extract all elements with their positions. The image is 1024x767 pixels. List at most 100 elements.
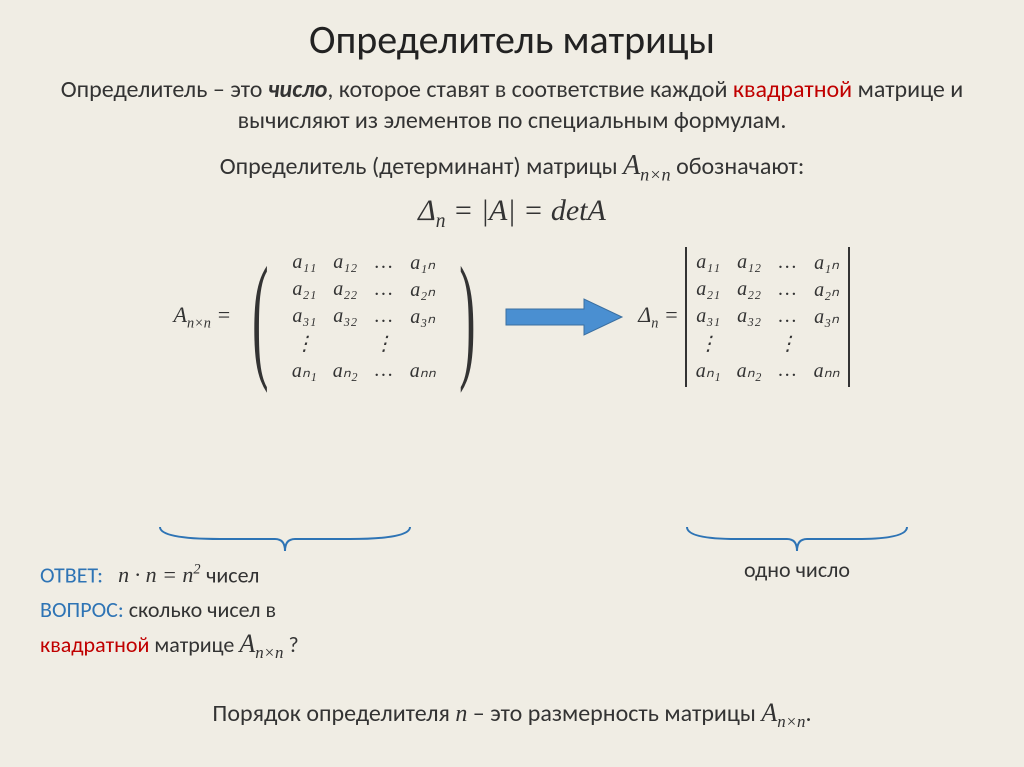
bl-a: Порядок определителя [212,699,455,728]
question-label: ВОПРОС: [40,596,124,623]
arrow-icon [504,297,624,337]
mc: ⋮ [770,330,806,357]
ans-sup: 2 [193,562,200,578]
qA: A [239,629,255,658]
mc: a₂ₙ [402,276,444,303]
bl-b: – это размерность матрицы [467,699,761,728]
notation-line: Определитель (детерминант) матрицы An×n … [40,150,984,186]
formula-delta: Δ [418,194,436,227]
notation-A-sub: n×n [640,165,670,185]
qmark: ? [288,631,298,658]
mc: a₂ₙ [806,276,848,303]
bl-A: An×n [761,698,805,727]
mc: aₙ₂ [729,357,770,384]
intro-bold: число [268,75,328,104]
q-red: квадратной [40,631,149,658]
notation-prefix: Определитель (детерминант) матрицы [220,152,623,181]
mc: a₂₂ [325,276,366,303]
right-bar-icon [848,247,851,387]
left-paren-icon: ( [252,252,268,382]
mc: a₁ₙ [402,249,444,276]
bl-n: n [455,701,467,727]
qa-block: ОТВЕТ: n · n = n2 чисел ВОПРОС: сколько … [40,556,480,665]
right-paren-icon: ) [459,252,475,382]
mc [806,330,848,357]
answer-math: n · n = n2 [118,562,206,587]
mc: a₁₁ [284,249,325,276]
answer-label: ОТВЕТ: [40,561,103,588]
q-b: матрице [149,631,239,658]
notation-A-sym: A [623,150,640,181]
mc: a₁₂ [325,249,366,276]
ans-b: чисел [206,561,259,588]
ml-Asub: n×n [187,315,211,331]
matrix-right-block: Δn = a₁₁a₁₂…a₁ₙ a₂₁a₂₂…a₂ₙ a₃₁a₃₂…a₃ₙ ⋮⋮… [638,247,850,387]
matrix-left: An×n = ( a₁₁a₁₂…a₁ₙ a₂₁a₂₂…a₂ₙ a₃₁a₃₂…a₃… [173,249,490,384]
matrix-right: Δn = a₁₁a₁₂…a₁ₙ a₂₁a₂₂…a₂ₙ a₃₁a₃₂…a₃ₙ ⋮⋮… [638,247,850,387]
mc: aₙ₂ [325,357,366,384]
mc [729,330,770,357]
matrix-left-label: An×n = [173,302,231,332]
formula-delta-sub: n [436,211,446,232]
mr-eq: = [658,302,678,327]
mc: ⋮ [688,330,729,357]
matrix-right-label: Δn = [638,302,678,332]
bottom-line: Порядок определителя n – это размерность… [0,698,1024,732]
intro-text-1: Определитель – это [61,75,268,104]
mc: ⋮ [366,330,402,357]
mc: aₙ₁ [284,357,325,384]
left-bar-icon [685,247,688,387]
mc: a₂₁ [688,276,729,303]
right-annot-text: одно число [672,556,922,583]
mr-D: Δ [638,302,651,327]
matrix-right-table: a₁₁a₁₂…a₁ₙ a₂₁a₂₂…a₂ₙ a₃₁a₃₂…a₃ₙ ⋮⋮ aₙ₁a… [688,249,848,384]
mc: … [366,303,402,330]
mc: a₃ₙ [806,303,848,330]
notation-suffix: обозначают: [676,152,804,181]
qAsub: n×n [255,643,283,662]
intro-text-2: , которое ставят в соответствие каждой [327,75,733,104]
mc: a₃₁ [284,303,325,330]
blAsub: n×n [777,712,805,731]
blA: A [761,698,777,727]
mc: aₙₙ [402,357,444,384]
mc: … [770,303,806,330]
mc: a₃₂ [729,303,770,330]
mc: … [770,276,806,303]
ml-eq: = [211,302,231,327]
intro-paragraph: Определитель – это число, которое ставят… [40,74,984,136]
mc: … [366,276,402,303]
mc: aₙ₁ [688,357,729,384]
ans-a: n · n = n [118,562,193,587]
mc: a₃ₙ [402,303,444,330]
mc: a₃₂ [325,303,366,330]
formula-mid: = |A| = [446,194,551,227]
main-formula: Δn = |A| = detA [40,194,984,233]
q-a: сколько чисел в [124,596,276,623]
mc: a₁₂ [729,249,770,276]
mc [325,330,366,357]
mc: aₙₙ [806,357,848,384]
formula-det: detA [551,194,606,227]
matrix-left-table: a₁₁a₁₂…a₁ₙ a₂₁a₂₂…a₂ₙ a₃₁a₃₂…a₃ₙ ⋮⋮ aₙ₁a… [284,249,444,384]
matrix-left-block: An×n = ( a₁₁a₁₂…a₁ₙ a₂₁a₂₂…a₂ₙ a₃₁a₃₂…a₃… [173,249,490,384]
mc: … [366,357,402,384]
mc: a₂₁ [284,276,325,303]
q-math: An×n [239,629,283,658]
mc: ⋮ [284,330,325,357]
mc: a₁₁ [688,249,729,276]
bl-dot: . [806,699,812,728]
mc [402,330,444,357]
intro-red: квадратной [733,75,852,104]
mc: … [770,249,806,276]
slide-title: Определитель матрицы [40,15,984,64]
mc: a₂₂ [729,276,770,303]
ml-A: A [173,302,186,327]
mc: … [366,249,402,276]
left-brace-icon [155,525,415,558]
mc: a₃₁ [688,303,729,330]
notation-A: An×n [623,150,671,181]
mc: … [770,357,806,384]
mc: a₁ₙ [806,249,848,276]
matrices-row: An×n = ( a₁₁a₁₂…a₁ₙ a₂₁a₂₂…a₂ₙ a₃₁a₃₂…a₃… [40,247,984,387]
